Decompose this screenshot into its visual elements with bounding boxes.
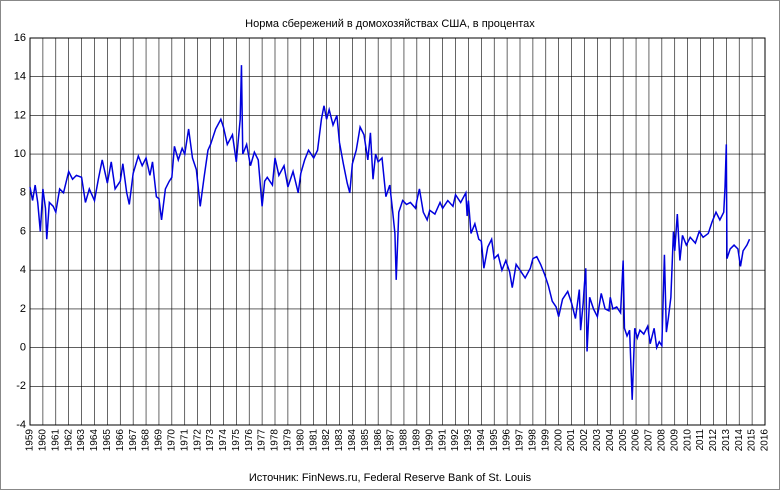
y-tick-label: 6 xyxy=(20,225,26,237)
x-tick-label: 1981 xyxy=(308,429,319,452)
x-tick-label: 2000 xyxy=(553,429,564,452)
x-tick-label: 2003 xyxy=(592,429,603,452)
y-tick-label: -2 xyxy=(16,380,26,392)
x-tick-label: 2012 xyxy=(708,429,719,452)
x-tick-label: 1988 xyxy=(399,429,410,452)
x-tick-label: 2013 xyxy=(721,429,732,452)
x-tick-label: 1959 xyxy=(25,429,36,452)
y-tick-label: 12 xyxy=(14,109,26,121)
x-tick-label: 1989 xyxy=(411,429,422,452)
x-tick-label: 2002 xyxy=(579,429,590,452)
y-tick-label: 4 xyxy=(20,264,26,276)
x-tick-label: 2009 xyxy=(669,429,680,452)
y-tick-label: -4 xyxy=(16,419,26,431)
x-tick-label: 1993 xyxy=(463,429,474,452)
x-tick-label: 1995 xyxy=(489,429,500,452)
data-line xyxy=(29,65,751,400)
x-tick-label: 1960 xyxy=(38,429,49,452)
y-tick-label: 14 xyxy=(14,71,26,83)
x-tick-label: 1966 xyxy=(115,429,126,452)
x-tick-label: 1979 xyxy=(283,429,294,452)
x-tick-label: 1965 xyxy=(102,429,113,452)
x-tick-label: 1984 xyxy=(347,429,358,452)
x-tick-label: 1987 xyxy=(386,429,397,452)
x-tick-label: 2007 xyxy=(644,429,655,452)
x-tick-label: 2006 xyxy=(631,429,642,452)
x-tick-label: 1985 xyxy=(360,429,371,452)
x-tick-label: 1983 xyxy=(334,429,345,452)
x-tick-label: 1962 xyxy=(63,429,74,452)
x-tick-label: 2015 xyxy=(747,429,758,452)
x-tick-label: 1961 xyxy=(50,429,61,452)
x-tick-label: 1997 xyxy=(515,429,526,452)
y-tick-label: 0 xyxy=(20,342,26,354)
y-tick-label: 16 xyxy=(14,32,26,44)
x-tick-label: 1967 xyxy=(128,429,139,452)
x-tick-label: 1972 xyxy=(192,429,203,452)
x-tick-label: 1976 xyxy=(244,429,255,452)
x-tick-label: 1973 xyxy=(205,429,216,452)
x-tick-label: 1977 xyxy=(257,429,268,452)
x-tick-label: 2014 xyxy=(734,429,745,452)
x-tick-label: 1982 xyxy=(321,429,332,452)
x-tick-label: 1975 xyxy=(231,429,242,452)
x-tick-label: 1986 xyxy=(373,429,384,452)
x-tick-label: 1964 xyxy=(89,429,100,452)
x-tick-label: 1994 xyxy=(476,429,487,452)
x-tick-label: 1990 xyxy=(424,429,435,452)
x-tick-label: 2011 xyxy=(695,429,706,451)
x-tick-label: 1999 xyxy=(540,429,551,452)
x-tick-label: 1963 xyxy=(76,429,87,452)
x-tick-label: 2004 xyxy=(605,429,616,452)
y-tick-label: 10 xyxy=(14,148,26,160)
x-tick-label: 1971 xyxy=(179,429,190,452)
x-tick-label: 2008 xyxy=(656,429,667,452)
x-tick-label: 1970 xyxy=(166,429,177,452)
x-tick-label: 1980 xyxy=(295,429,306,452)
x-tick-label: 1968 xyxy=(141,429,152,452)
x-tick-label: 1978 xyxy=(270,429,281,452)
x-tick-label: 2005 xyxy=(618,429,629,452)
chart-title: Норма сбережений в домохозяйствах США, в… xyxy=(245,18,535,30)
x-tick-label: 1991 xyxy=(437,429,448,452)
x-tick-label: 2016 xyxy=(760,429,771,452)
x-tick-label: 2010 xyxy=(682,429,693,452)
x-tick-label: 1996 xyxy=(502,429,513,452)
x-tick-label: 2001 xyxy=(566,429,577,452)
x-tick-label: 1974 xyxy=(218,429,229,452)
x-tick-label: 1969 xyxy=(154,429,165,452)
y-tick-label: 2 xyxy=(20,303,26,315)
x-tick-label: 1992 xyxy=(450,429,461,452)
x-tick-label: 1998 xyxy=(528,429,539,452)
source-note: Источник: FinNews.ru, Federal Reserve Ba… xyxy=(249,472,532,484)
y-tick-label: 8 xyxy=(20,187,26,199)
